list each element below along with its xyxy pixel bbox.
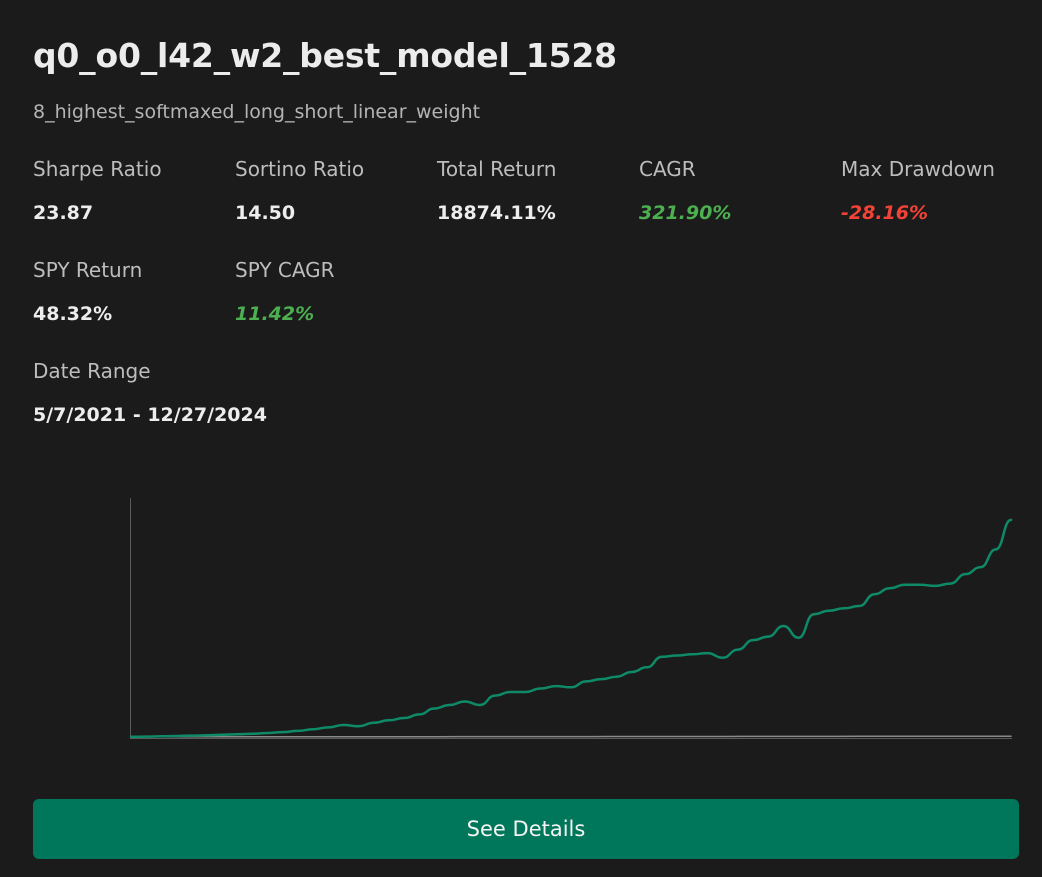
strategy-name: 8_highest_softmaxed_long_short_linear_we…	[33, 101, 481, 123]
see-details-button[interactable]: See Details	[33, 799, 1019, 859]
benchmark-line	[130, 735, 1012, 738]
metric-value: 5/7/2021 - 12/27/2024	[33, 404, 267, 426]
metric-value: 11.42%	[235, 303, 315, 325]
metric-label: CAGR	[639, 157, 696, 181]
metric-sharpe-ratio: Sharpe Ratio 23.87	[33, 157, 233, 224]
metric-value: 14.50	[235, 202, 296, 224]
metric-label: Max Drawdown	[841, 157, 995, 181]
model-title: q0_o0_l42_w2_best_model_1528	[33, 36, 617, 75]
metric-date-range: Date Range 5/7/2021 - 12/27/2024	[33, 359, 433, 426]
metric-value: 18874.11%	[437, 202, 556, 224]
metric-label: SPY CAGR	[235, 258, 335, 282]
metric-label: Sharpe Ratio	[33, 157, 162, 181]
metric-label: SPY Return	[33, 258, 143, 282]
metric-value: 23.87	[33, 202, 94, 224]
metric-value: -28.16%	[841, 202, 929, 224]
metric-value: 48.32%	[33, 303, 113, 325]
metric-cagr: CAGR 321.90%	[639, 157, 839, 224]
chart-series	[129, 518, 1013, 739]
metric-spy-return: SPY Return 48.32%	[33, 258, 233, 325]
metric-total-return: Total Return 18874.11%	[437, 157, 637, 224]
metric-value: 321.90%	[639, 202, 732, 224]
metric-label: Sortino Ratio	[235, 157, 365, 181]
metric-spy-cagr: SPY CAGR 11.42%	[235, 258, 435, 325]
metric-max-drawdown: Max Drawdown -28.16%	[841, 157, 1041, 224]
metric-sortino-ratio: Sortino Ratio 14.50	[235, 157, 435, 224]
metric-label: Total Return	[437, 157, 557, 181]
strategy-line	[129, 518, 1013, 739]
equity-curve-chart	[129, 498, 1013, 739]
metric-label: Date Range	[33, 359, 151, 383]
